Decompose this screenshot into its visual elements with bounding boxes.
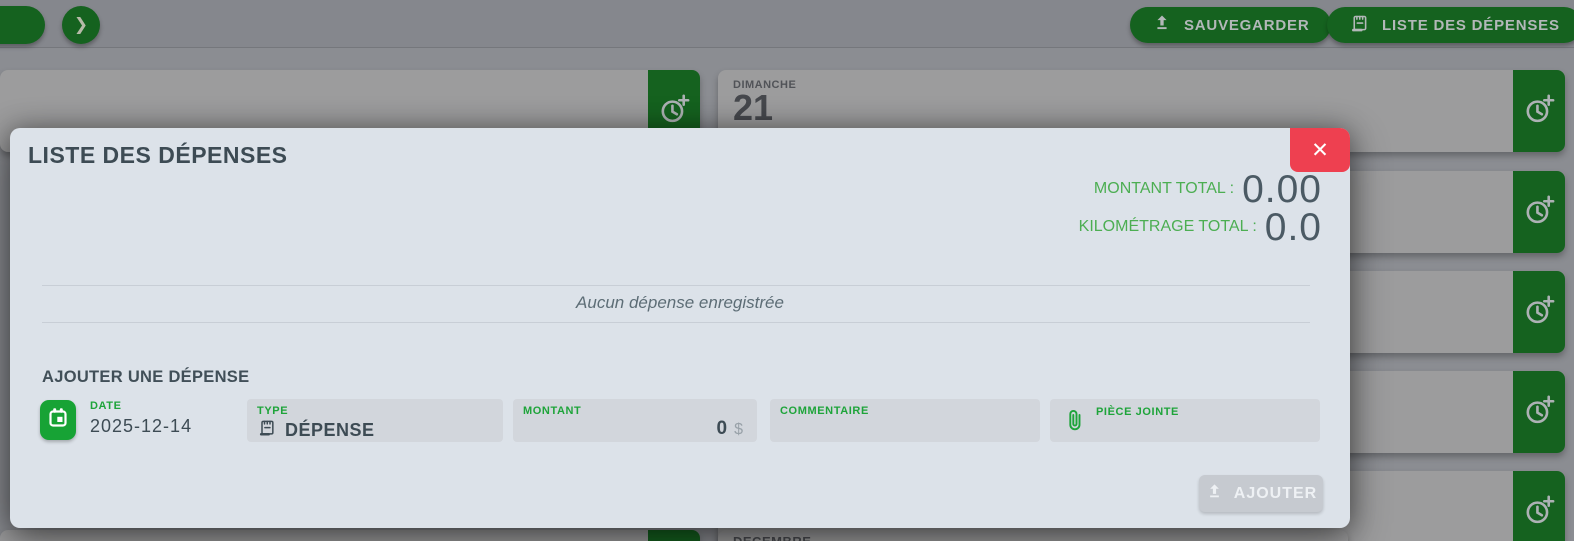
type-field-label: TYPE bbox=[257, 405, 289, 417]
total-amount-row: MONTANT TOTAL : 0.00 bbox=[1093, 167, 1322, 211]
upload-icon bbox=[1205, 482, 1224, 506]
add-time-clock-icon bbox=[1523, 393, 1556, 431]
date-picker-button[interactable] bbox=[40, 400, 76, 440]
add-time-clock-icon bbox=[1523, 92, 1556, 130]
date-field-value: 2025-12-14 bbox=[90, 416, 193, 436]
close-button[interactable]: ✕ bbox=[1290, 128, 1350, 172]
day-card-decembre[interactable]: DECEMBRE bbox=[718, 530, 1348, 541]
amount-field-value: 0 bbox=[716, 418, 728, 439]
attachment-picker[interactable]: PIÈCE JOINTE bbox=[1050, 399, 1320, 442]
expense-list-button[interactable]: LISTE DES DÉPENSES bbox=[1327, 7, 1574, 43]
prev-period-button[interactable] bbox=[0, 6, 45, 44]
total-amount-label: MONTANT TOTAL : bbox=[1093, 180, 1235, 197]
chevron-right-icon: ❯ bbox=[73, 15, 89, 34]
total-mileage-row: KILOMÉTRAGE TOTAL : 0.0 bbox=[1078, 205, 1322, 249]
month-label: DECEMBRE bbox=[718, 530, 1348, 541]
calendar-icon bbox=[46, 406, 70, 435]
divider bbox=[42, 285, 1310, 286]
comment-field-label: COMMENTAIRE bbox=[780, 405, 869, 417]
add-expense-section-title: AJOUTER UNE DÉPENSE bbox=[42, 368, 250, 386]
empty-state-message: Aucun dépense enregistrée bbox=[576, 293, 784, 312]
add-time-clock-icon bbox=[1523, 493, 1556, 531]
receipt-icon bbox=[1349, 13, 1370, 38]
amount-field-label: MONTANT bbox=[523, 405, 582, 417]
expense-list-modal: LISTE DES DÉPENSES ✕ MONTANT TOTAL : 0.0… bbox=[10, 128, 1350, 528]
totals-block: MONTANT TOTAL : 0.00 KILOMÉTRAGE TOTAL :… bbox=[1078, 167, 1322, 249]
add-time-button[interactable] bbox=[1513, 271, 1565, 353]
divider bbox=[42, 322, 1310, 323]
total-mileage-label: KILOMÉTRAGE TOTAL : bbox=[1078, 218, 1257, 235]
total-mileage-value: 0.0 bbox=[1264, 205, 1322, 249]
day-card[interactable] bbox=[0, 530, 700, 541]
add-time-clock-icon bbox=[1523, 193, 1556, 231]
close-icon: ✕ bbox=[1311, 138, 1329, 162]
attachment-field-label: PIÈCE JOINTE bbox=[1096, 406, 1179, 418]
add-time-button[interactable] bbox=[1513, 371, 1565, 453]
add-time-clock-icon bbox=[1523, 293, 1556, 331]
modal-title: LISTE DES DÉPENSES bbox=[28, 142, 288, 168]
add-expense-button[interactable]: AJOUTER bbox=[1199, 475, 1323, 512]
save-button-label: SAUVEGARDER bbox=[1184, 16, 1310, 34]
day-number-label: 21 bbox=[733, 87, 774, 128]
add-time-button[interactable] bbox=[648, 530, 700, 541]
upload-icon bbox=[1152, 13, 1172, 37]
total-amount-value: 0.00 bbox=[1242, 167, 1322, 211]
day-name-label: DIMANCHE bbox=[733, 79, 797, 91]
amount-input[interactable]: MONTANT 0 $ bbox=[513, 399, 757, 442]
save-button[interactable]: SAUVEGARDER bbox=[1130, 7, 1332, 43]
date-field-label: DATE bbox=[90, 400, 122, 412]
add-time-button[interactable] bbox=[1513, 471, 1565, 541]
add-expense-button-label: AJOUTER bbox=[1233, 484, 1318, 502]
date-field[interactable]: DATE 2025-12-14 bbox=[90, 400, 192, 437]
receipt-icon bbox=[257, 418, 277, 443]
next-period-button[interactable]: ❯ bbox=[62, 6, 100, 44]
type-field-value: DÉPENSE bbox=[285, 420, 375, 440]
add-time-clock-icon bbox=[658, 92, 691, 130]
comment-input[interactable]: COMMENTAIRE bbox=[770, 399, 1040, 442]
add-time-button[interactable] bbox=[1513, 171, 1565, 253]
currency-label: $ bbox=[734, 421, 743, 438]
top-toolbar: ❯ SAUVEGARDER LISTE DES DÉPENSES bbox=[0, 0, 1574, 48]
expense-list-button-label: LISTE DES DÉPENSES bbox=[1382, 16, 1560, 34]
paperclip-icon bbox=[1063, 405, 1087, 440]
type-select[interactable]: TYPE DÉPENSE bbox=[247, 399, 503, 442]
add-time-button[interactable] bbox=[1513, 70, 1565, 152]
